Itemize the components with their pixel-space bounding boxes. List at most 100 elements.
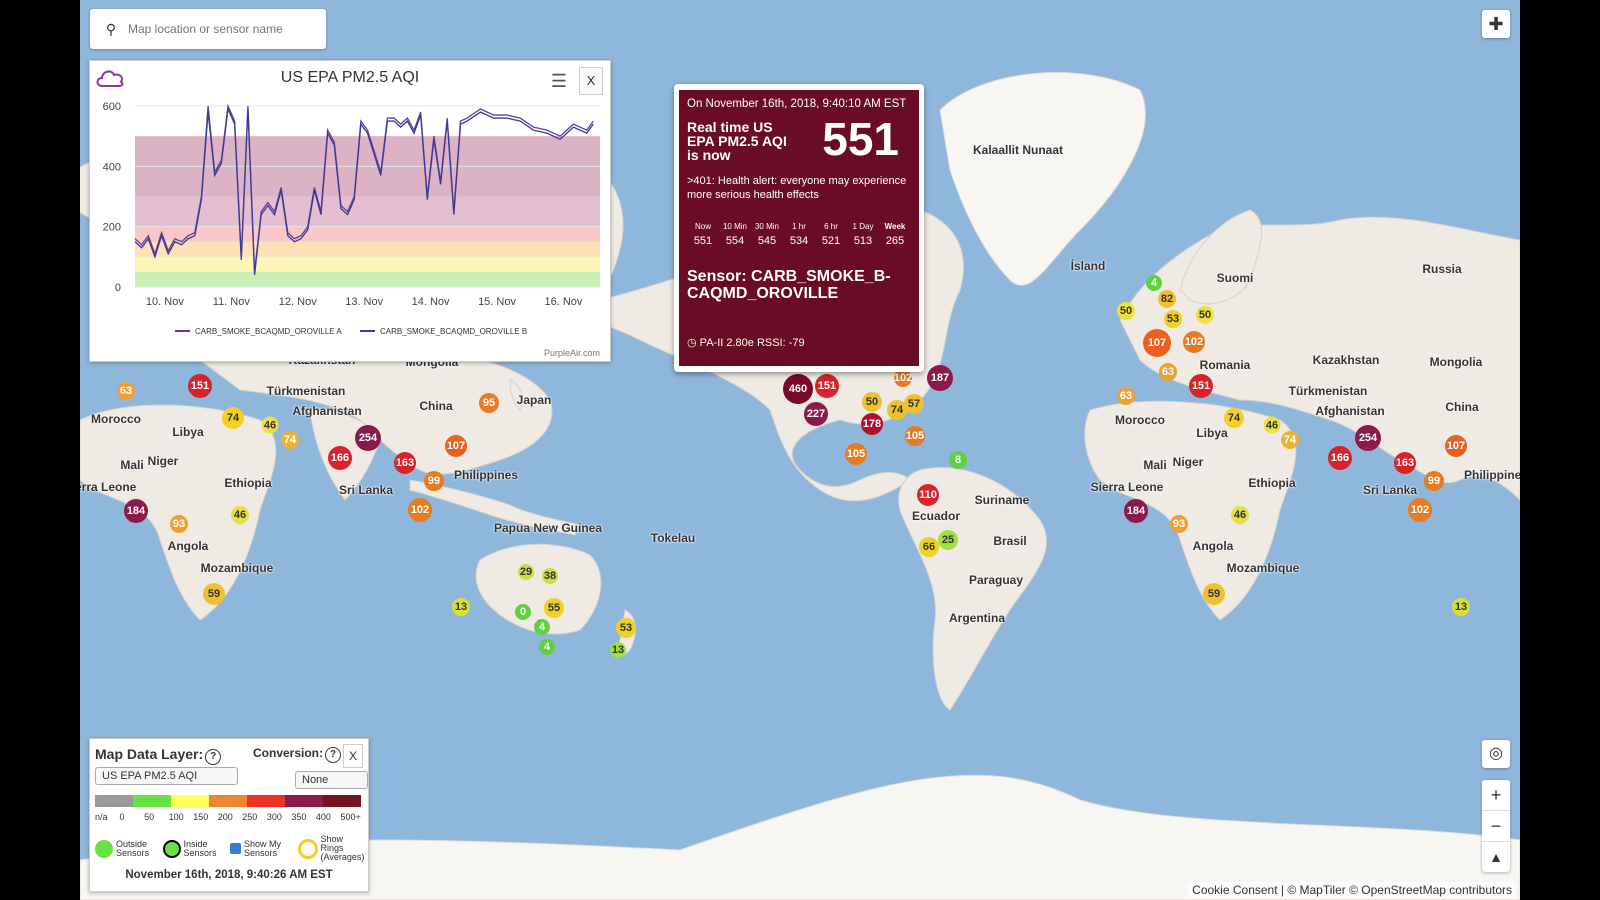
- reset-north-button[interactable]: ▲: [1489, 849, 1503, 865]
- layer-panel-close-button[interactable]: X: [343, 744, 363, 768]
- sensor-marker[interactable]: 82: [1158, 290, 1176, 308]
- sensor-marker[interactable]: 187: [927, 365, 953, 391]
- sensor-marker[interactable]: 107: [445, 435, 467, 457]
- sensor-marker[interactable]: 46: [1263, 416, 1281, 434]
- sensor-marker[interactable]: 163: [394, 452, 416, 474]
- legend-label: CARB_SMOKE_BCAQMD_OROVILLE A: [195, 327, 342, 336]
- scale-segment: [285, 795, 323, 807]
- sensor-marker[interactable]: 74: [887, 400, 907, 420]
- search-box[interactable]: ⚲: [90, 9, 326, 49]
- sensor-marker[interactable]: 184: [124, 499, 148, 523]
- chart-close-button[interactable]: X: [579, 67, 603, 95]
- sensor-marker[interactable]: 63: [1159, 363, 1177, 381]
- sensor-marker[interactable]: 53: [616, 618, 636, 638]
- sensor-marker[interactable]: 105: [905, 426, 925, 446]
- map-label: Paraguay: [968, 573, 1024, 587]
- sensor-marker[interactable]: 13: [610, 642, 626, 658]
- sensor-marker[interactable]: 46: [261, 416, 279, 434]
- sensor-marker[interactable]: 46: [1231, 506, 1249, 524]
- sensor-marker[interactable]: 460: [783, 374, 813, 404]
- sensor-marker[interactable]: 74: [281, 431, 299, 449]
- sensor-marker[interactable]: 4: [539, 639, 555, 655]
- sensor-marker[interactable]: 99: [424, 471, 444, 491]
- sensor-marker[interactable]: 50: [862, 392, 882, 412]
- chart-credit[interactable]: PurpleAir.com: [543, 348, 600, 358]
- outside-sensors-toggle[interactable]: Outside Sensors: [95, 835, 163, 862]
- sensor-marker[interactable]: 4: [1146, 275, 1162, 291]
- scale-segment: [323, 795, 361, 807]
- sensor-marker[interactable]: 166: [1328, 446, 1352, 470]
- sensor-marker[interactable]: 107: [1445, 435, 1467, 457]
- sensor-marker[interactable]: 38: [542, 568, 558, 584]
- sensor-marker[interactable]: 254: [355, 425, 381, 451]
- popup-header: Now: [694, 222, 711, 231]
- sensor-marker[interactable]: 102: [1183, 331, 1205, 353]
- sensor-marker[interactable]: 53: [1164, 310, 1182, 328]
- sensor-marker[interactable]: 50: [1196, 306, 1214, 324]
- chart-panel: US EPA PM2.5 AQI ☰ X 0 200 400 600 10. Nov 11…: [89, 60, 611, 362]
- map-label: Tokelau: [650, 531, 696, 545]
- sensor-marker[interactable]: 74: [222, 407, 244, 429]
- sensor-marker[interactable]: 8: [949, 451, 967, 469]
- map-label: Niger: [147, 454, 179, 468]
- sensor-marker[interactable]: 151: [815, 374, 839, 398]
- aqi-band: [135, 256, 600, 272]
- sensor-marker[interactable]: 59: [203, 583, 225, 605]
- sensor-marker[interactable]: 151: [1189, 374, 1213, 398]
- sensor-marker[interactable]: 93: [170, 515, 188, 533]
- sensor-marker[interactable]: 59: [1203, 583, 1225, 605]
- scale-segment: [171, 795, 209, 807]
- zoom-out-button[interactable]: −: [1482, 811, 1510, 842]
- sensor-marker[interactable]: 107: [1143, 329, 1171, 357]
- sensor-marker[interactable]: 4: [534, 619, 550, 635]
- option-label: Outside Sensors: [116, 838, 150, 858]
- search-input[interactable]: [126, 21, 320, 37]
- sensor-marker[interactable]: 13: [452, 598, 470, 616]
- sensor-marker[interactable]: 227: [804, 402, 828, 426]
- zoom-in-button[interactable]: +: [1482, 780, 1510, 811]
- sensor-marker[interactable]: 184: [1124, 499, 1148, 523]
- sensor-marker[interactable]: 29: [518, 564, 534, 580]
- sensor-marker[interactable]: 151: [188, 374, 212, 398]
- sensor-marker[interactable]: 178: [861, 413, 883, 435]
- map-label: Kazakhstan: [1312, 353, 1380, 367]
- sensor-marker[interactable]: 66: [919, 537, 939, 557]
- sensor-marker[interactable]: 254: [1355, 425, 1381, 451]
- popup-sensor-name: Sensor: CARB_SMOKE_B-CAQMD_OROVILLE: [687, 268, 891, 302]
- sensor-marker[interactable]: 74: [1281, 431, 1299, 449]
- sensor-marker[interactable]: 95: [479, 393, 499, 413]
- show-my-sensors-toggle[interactable]: Show My Sensors: [230, 835, 298, 862]
- crosshair-icon[interactable]: ◎: [1482, 740, 1510, 768]
- sensor-marker[interactable]: 99: [1424, 471, 1444, 491]
- help-icon[interactable]: ?: [325, 747, 342, 763]
- sensor-marker[interactable]: 0: [515, 604, 531, 620]
- sensor-marker[interactable]: 102: [894, 369, 912, 387]
- sensor-marker[interactable]: 50: [1117, 302, 1135, 320]
- sensor-marker[interactable]: 166: [328, 446, 352, 470]
- sensor-marker[interactable]: 63: [117, 382, 135, 400]
- sensor-marker[interactable]: 93: [1170, 515, 1188, 533]
- sensor-marker[interactable]: 46: [231, 506, 249, 524]
- hamburger-menu-icon[interactable]: ☰: [550, 71, 568, 91]
- layer-select[interactable]: US EPA PM2.5 AQI: [95, 767, 238, 785]
- sensor-marker[interactable]: 63: [1117, 387, 1135, 405]
- sensor-marker[interactable]: 25: [938, 530, 958, 550]
- sensor-marker[interactable]: 105: [845, 443, 867, 465]
- compress-icon[interactable]: ✚: [1482, 10, 1510, 38]
- sensor-marker[interactable]: 102: [1408, 498, 1432, 522]
- sensor-marker[interactable]: 110: [917, 484, 939, 506]
- layer-title-text: Map Data Layer:: [95, 746, 204, 762]
- inside-sensors-toggle[interactable]: Inside Sensors: [162, 835, 231, 862]
- map-label: China: [419, 399, 453, 413]
- sensor-marker[interactable]: 74: [1224, 408, 1244, 428]
- attribution[interactable]: Cookie Consent | © MapTiler © OpenStreet…: [1188, 882, 1516, 898]
- sensor-marker[interactable]: 57: [904, 394, 924, 414]
- show-rings-toggle[interactable]: Show Rings (Averages): [297, 835, 366, 862]
- conversion-select[interactable]: None: [295, 771, 368, 789]
- sensor-marker[interactable]: 13: [1452, 598, 1470, 616]
- sensor-marker[interactable]: 55: [544, 598, 564, 618]
- help-icon[interactable]: ?: [205, 749, 222, 765]
- map-viewport[interactable]: Kalaallit Nunaat Ísland Suomi Russia Kaz…: [80, 0, 1520, 900]
- sensor-marker[interactable]: 163: [1394, 452, 1416, 474]
- sensor-marker[interactable]: 102: [408, 498, 432, 522]
